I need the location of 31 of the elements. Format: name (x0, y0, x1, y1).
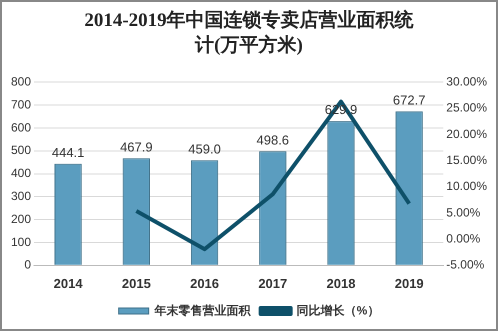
y2-tick-label: 5.00% (446, 205, 481, 220)
y-tick-label: 600 (10, 120, 32, 134)
y2-tick-label: -5.00% (446, 258, 485, 272)
y-tick-label: 200 (10, 212, 32, 226)
x-tick-label: 2015 (122, 276, 151, 291)
x-tick-label: 2018 (326, 276, 356, 291)
legend-label: 年末零售营业面积 (154, 303, 252, 318)
y-tick-label: 300 (10, 189, 32, 204)
y2-tick-label: 25.00% (446, 100, 488, 115)
x-tick-label: 2014 (54, 276, 84, 291)
y-tick-label: 100 (10, 234, 32, 249)
x-tick-label: 2019 (394, 276, 424, 291)
y2-tick-label: 20.00% (446, 126, 488, 141)
data-label: 459.0 (188, 141, 221, 156)
chart-title: 2014-2019年中国连锁专卖店营业面积统计(万平方米) (84, 8, 414, 58)
y-tick-label: 800 (10, 74, 32, 89)
x-tick-label: 2016 (190, 276, 220, 291)
y-tick-label: 0 (24, 258, 32, 272)
y-tick-label: 700 (10, 97, 32, 112)
legend-label: 同比增长（%） (296, 303, 380, 318)
x-tick-label: 2017 (258, 276, 288, 291)
data-label: 672.7 (392, 92, 426, 108)
data-label: 444.1 (52, 144, 84, 160)
y2-tick-label: 15.00% (446, 153, 488, 168)
y2-tick-label: 10.00% (446, 179, 488, 194)
y2-tick-label: 30.00% (446, 74, 488, 89)
y-tick-label: 400 (10, 166, 32, 180)
data-label: 467.9 (120, 139, 153, 154)
data-label: 498.6 (256, 132, 290, 148)
y-tick-label: 500 (10, 143, 32, 158)
y2-tick-label: 0.00% (446, 232, 481, 246)
